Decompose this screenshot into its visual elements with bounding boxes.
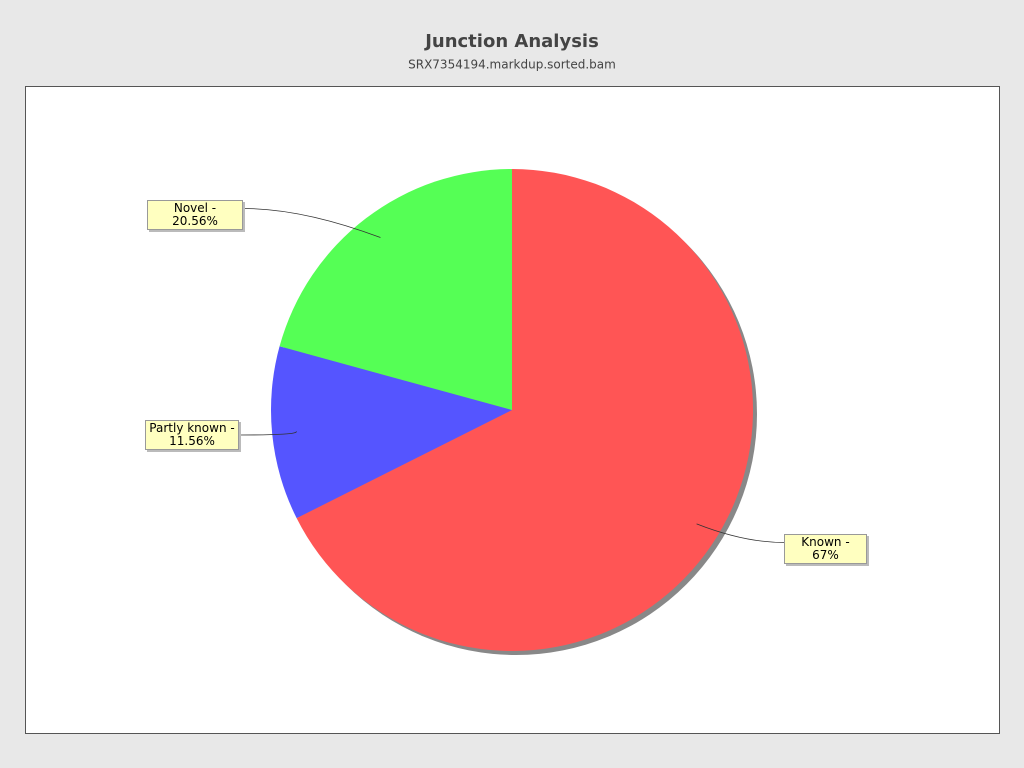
leader-line [242,208,381,238]
slice-label: Known - 67% [784,534,867,564]
leader-line [238,431,297,436]
chart-title: Junction Analysis [423,31,599,52]
pie-slice [271,346,512,519]
chart-subtitle: SRX7354194.markdup.sorted.bam [408,58,616,72]
slice-label: Partly known - 11.56% [145,420,239,450]
pie-slice [279,169,512,410]
pie-slice [296,169,753,652]
slice-label: Novel - 20.56% [147,200,243,230]
leader-line [696,523,785,543]
